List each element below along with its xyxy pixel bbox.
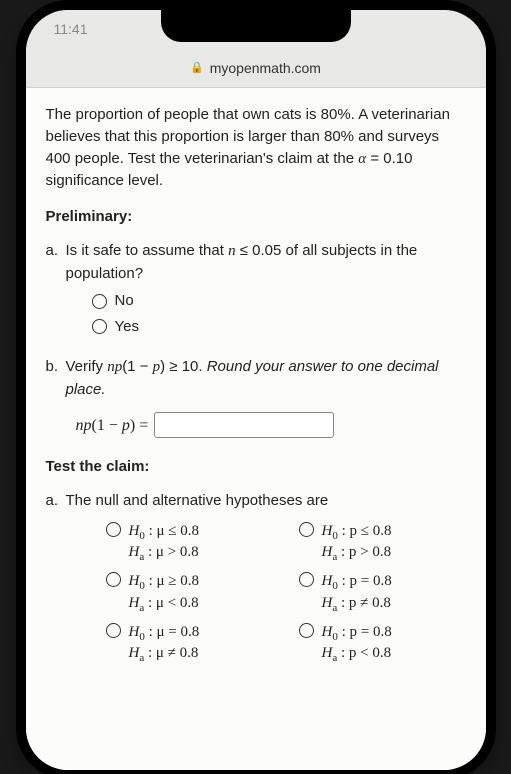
radio-icon [299,572,314,587]
part-b-post: . [198,358,206,375]
hyp-option-5[interactable]: H0 : μ = 0.8 Ha : μ ≠ 0.8 [106,623,273,666]
h0-expr: : μ ≥ 0.8 [145,573,199,589]
option-no[interactable]: No [92,290,466,312]
hyp-option-3[interactable]: H0 : μ ≥ 0.8 Ha : μ < 0.8 [106,572,273,615]
ha-sym: H [322,544,333,560]
alpha-eq: = 0.10 [366,150,412,167]
part-c-text: The null and alternative hypotheses are [66,492,329,509]
h0-sym: H [129,573,140,589]
hyp-lines: H0 : p ≤ 0.8 Ha : p > 0.8 [322,522,392,565]
ha-expr: : p > 0.8 [337,544,391,560]
h0-sym: H [322,573,333,589]
ha-expr: : p < 0.8 [337,645,391,661]
url-text: myopenmath.com [210,60,321,76]
url-bar[interactable]: 🔒 myopenmath.com [26,48,486,88]
ha-expr: : μ ≠ 0.8 [144,645,198,661]
intro-text-2: significance level. [46,172,164,189]
part-b-np: np [107,359,122,375]
part-a-letter: a. [46,240,59,262]
ha-expr: : μ > 0.8 [144,544,198,560]
hyp-option-6[interactable]: H0 : p = 0.8 Ha : p < 0.8 [299,623,466,666]
part-a-expr: ≤ 0.05 [236,242,282,259]
h0-expr: : p = 0.8 [338,573,392,589]
hyp-lines: H0 : μ ≥ 0.8 Ha : μ < 0.8 [129,572,200,615]
test-claim-label: Test the claim: [46,456,466,478]
part-c: a. The null and alternative hypotheses a… [66,490,466,666]
radio-icon [92,319,107,334]
ha-sym: H [129,645,140,661]
part-b-letter: b. [46,356,59,378]
hypotheses-grid: H0 : μ ≤ 0.8 Ha : μ > 0.8 H0 : p ≤ 0.8 H… [106,522,466,666]
ha-expr: : μ < 0.8 [144,595,198,611]
status-time: 11:41 [54,21,88,37]
h0-sym: H [322,523,333,539]
ha-sym: H [322,595,333,611]
part-b-expr2: ) ≥ 10 [160,358,198,375]
preliminary-label: Preliminary: [46,206,466,228]
ha-sym: H [129,595,140,611]
h0-expr: : p = 0.8 [338,624,392,640]
hyp-option-2[interactable]: H0 : p ≤ 0.8 Ha : p > 0.8 [299,522,466,565]
hyp-lines: H0 : p = 0.8 Ha : p < 0.8 [322,623,392,666]
part-b-p: p [153,359,161,375]
part-b-pre: Verify [66,358,108,375]
option-yes-label: Yes [115,316,139,338]
h0-expr: : μ = 0.8 [145,624,199,640]
hyp-lines: H0 : μ ≤ 0.8 Ha : μ > 0.8 [129,522,200,565]
formula-p: p [122,417,130,434]
radio-icon [106,623,121,638]
part-b-formula: np(1 − p) = [76,412,466,438]
h0-sym: H [129,523,140,539]
np-input[interactable] [154,412,334,438]
part-a: a. Is it safe to assume that n ≤ 0.05 of… [66,240,466,338]
ha-sym: H [129,544,140,560]
phone-frame: 11:41 🔒 myopenmath.com The proportion of… [26,10,486,770]
h0-expr: : p ≤ 0.8 [338,523,392,539]
ha-sym: H [322,645,333,661]
part-a-options: No Yes [92,290,466,338]
h0-sym: H [322,624,333,640]
question-content: The proportion of people that own cats i… [26,88,486,770]
formula-np: np [76,417,92,434]
part-a-n: n [228,243,236,259]
lock-icon: 🔒 [190,61,204,74]
ha-expr: : p ≠ 0.8 [337,595,391,611]
radio-icon [92,294,107,309]
part-c-letter: a. [46,490,59,512]
h0-sym: H [129,624,140,640]
option-no-label: No [115,290,134,312]
notch [161,10,351,42]
hyp-option-4[interactable]: H0 : p = 0.8 Ha : p ≠ 0.8 [299,572,466,615]
hyp-lines: H0 : μ = 0.8 Ha : μ ≠ 0.8 [129,623,200,666]
part-b: b. Verify np(1 − p) ≥ 10. Round your ans… [66,356,466,439]
alpha-var: α [358,151,366,167]
option-yes[interactable]: Yes [92,316,466,338]
hyp-lines: H0 : p = 0.8 Ha : p ≠ 0.8 [322,572,392,615]
formula-mid: (1 − [92,417,122,434]
hyp-option-1[interactable]: H0 : μ ≤ 0.8 Ha : μ > 0.8 [106,522,273,565]
radio-icon [106,522,121,537]
radio-icon [299,623,314,638]
part-b-expr1: (1 − [122,358,152,375]
radio-icon [299,522,314,537]
radio-icon [106,572,121,587]
formula-end: ) = [130,417,148,434]
question-intro: The proportion of people that own cats i… [46,104,466,192]
h0-expr: : μ ≤ 0.8 [145,523,199,539]
part-a-pre: Is it safe to assume that [66,242,229,259]
